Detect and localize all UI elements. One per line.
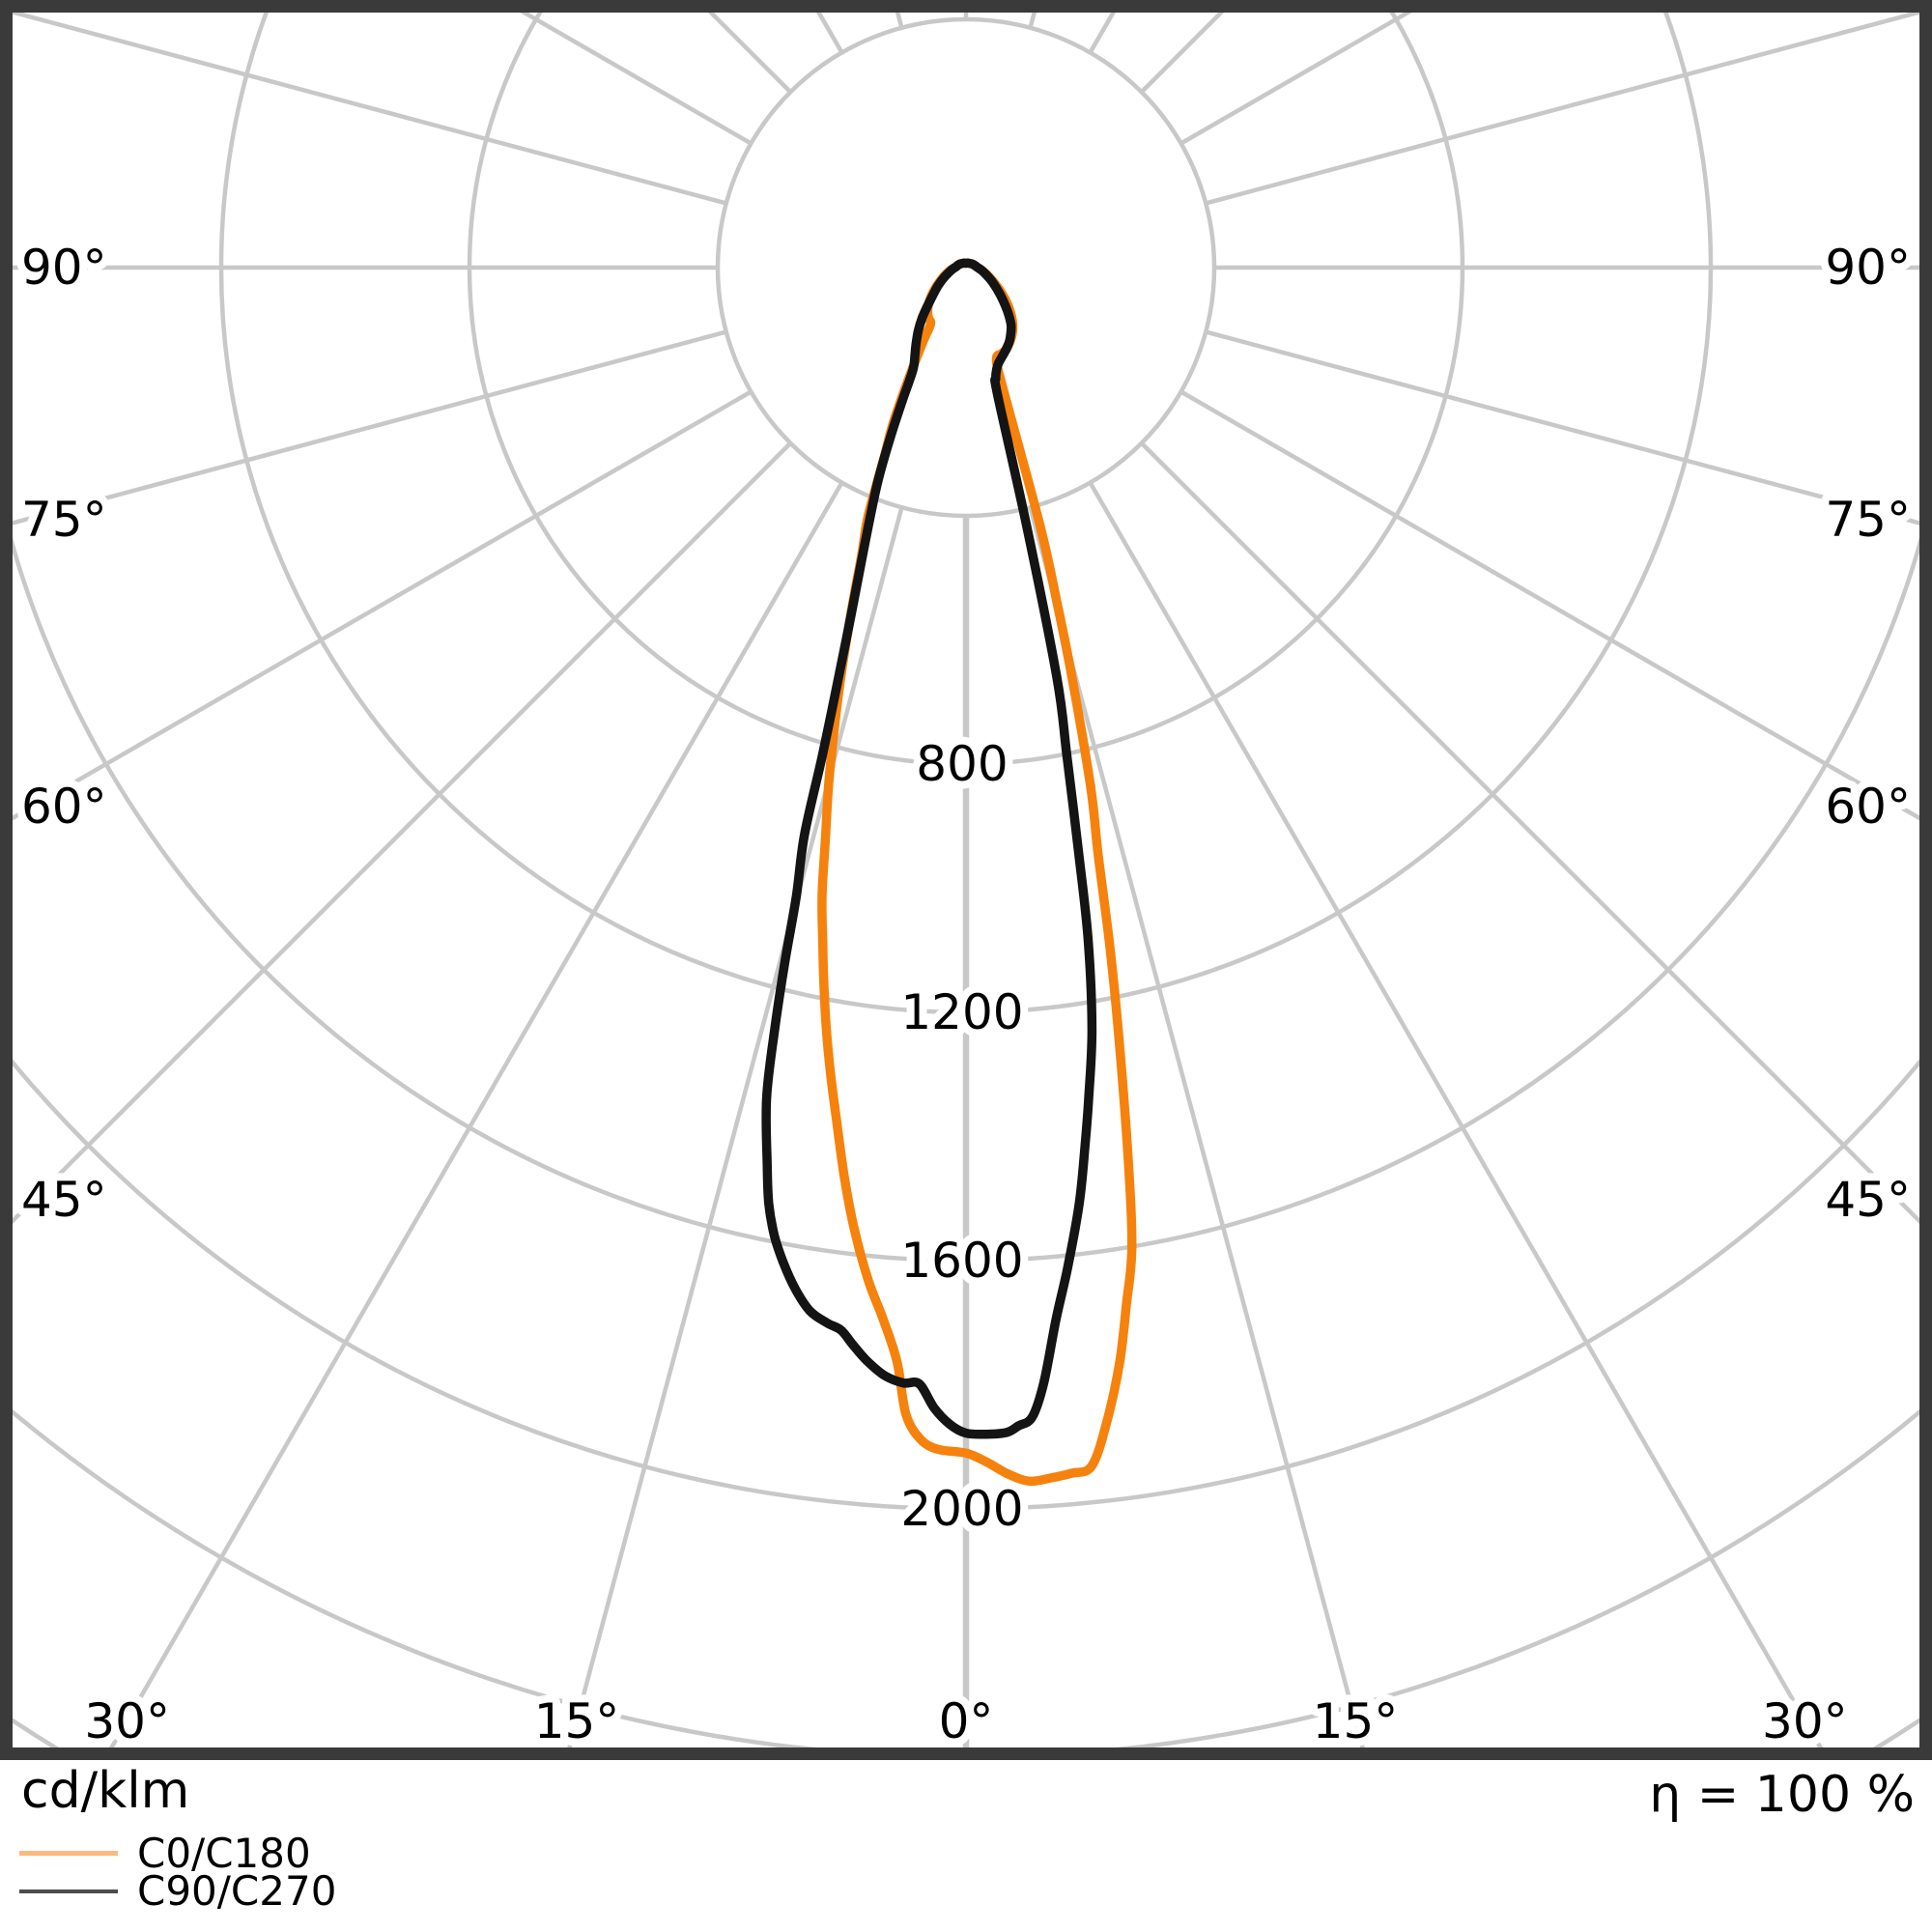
grid-ray-15 [1028, 506, 1365, 1747]
plot-frame [0, 0, 1932, 1760]
ring-label-800: 800 [916, 736, 1008, 792]
ring-label-1600: 1600 [900, 1233, 1023, 1289]
angle-label-left-60: 60° [21, 779, 107, 835]
legend-label-c90-c270: C90/C270 [137, 1866, 337, 1915]
legend-item-c90-c270: C90/C270 [19, 1866, 337, 1915]
legend: C0/C180 C90/C270 [19, 1829, 337, 1915]
angle-label-right-45: 45° [1825, 1172, 1911, 1228]
legend-label-c0-c180: C0/C180 [137, 1829, 311, 1877]
angle-label-left-75: 75° [21, 492, 107, 548]
ring-label-2000: 2000 [900, 1481, 1023, 1537]
grid-ray-255 [13, 13, 727, 206]
angle-label-bottom-3: 15° [1313, 1693, 1399, 1749]
grid-ray-300 [13, 389, 753, 821]
angle-label-left-45: 45° [21, 1172, 107, 1228]
angle-label-bottom-4: 30° [1762, 1693, 1848, 1749]
grid-ray-345 [567, 506, 904, 1747]
grid-ray-105 [1205, 13, 1919, 206]
angle-label-right-75: 75° [1825, 492, 1911, 548]
grid-ray-60 [1179, 389, 1919, 821]
angle-label-right-60: 60° [1825, 779, 1911, 835]
angle-label-right-90: 90° [1825, 240, 1911, 296]
efficiency-label: η = 100 % [1649, 1766, 1915, 1824]
angle-label-bottom-1: 15° [534, 1693, 620, 1749]
angle-label-bottom-2: 0° [939, 1693, 994, 1749]
grid-ray-75 [1205, 329, 1919, 526]
grid-ray-330 [108, 481, 844, 1747]
grid-ray-315 [13, 441, 792, 1225]
legend-swatch-c0-c180 [19, 1851, 118, 1856]
angle-label-bottom-0: 30° [84, 1693, 170, 1749]
legend-swatch-c90-c270 [19, 1889, 118, 1893]
grid-ray-30 [1088, 481, 1824, 1747]
curve-C90-C270 [761, 258, 1097, 1439]
ring-label-1200: 1200 [900, 984, 1023, 1040]
grid-ray-45 [1140, 441, 1919, 1225]
angle-label-left-90: 90° [21, 240, 107, 296]
grid-ray-285 [13, 329, 727, 526]
intensity-curves [761, 258, 1137, 1487]
unit-label: cd/klm [21, 1762, 190, 1820]
legend-item-c0-c180: C0/C180 [19, 1829, 336, 1877]
